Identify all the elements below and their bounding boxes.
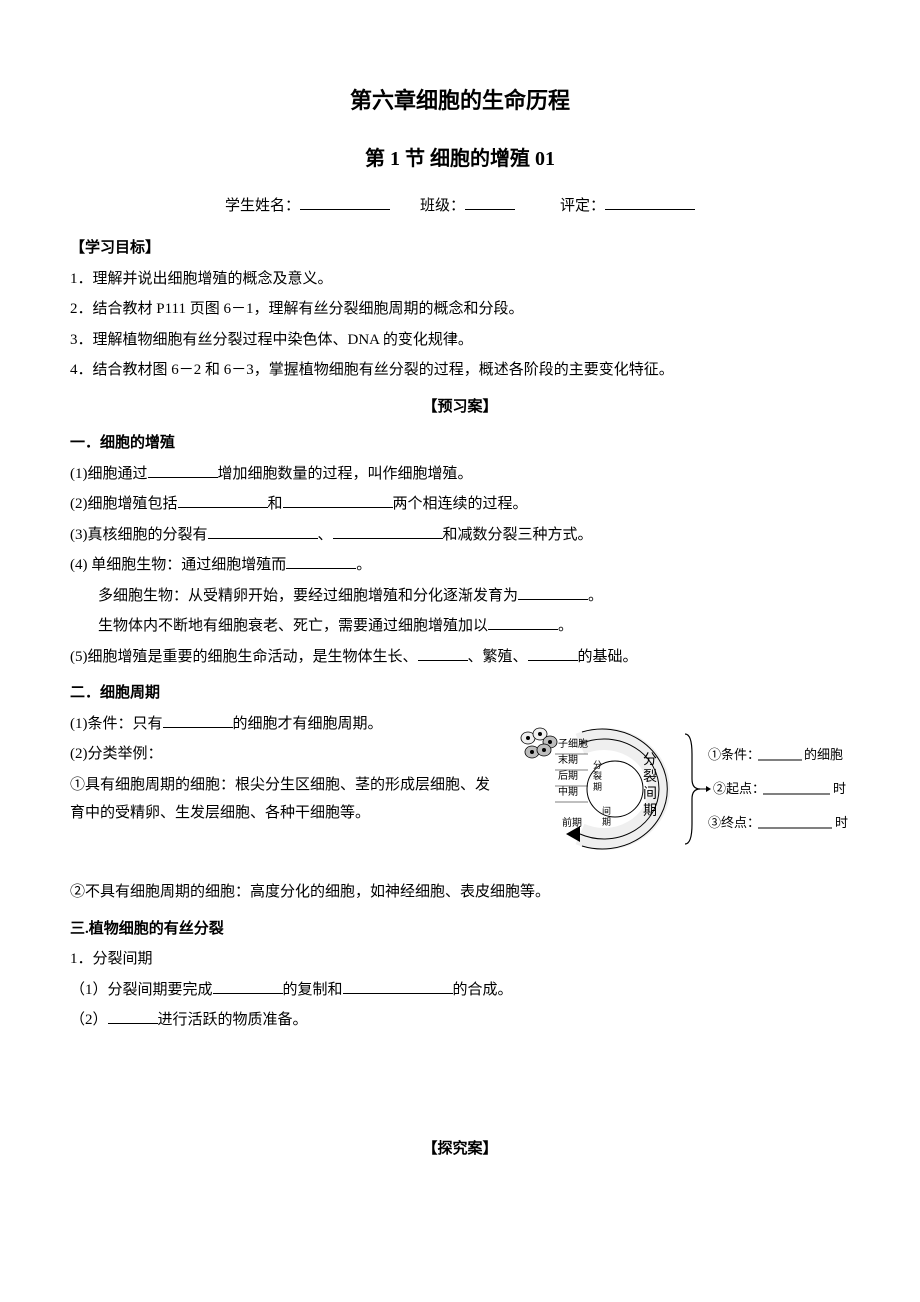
svg-text:后期: 后期 (558, 770, 578, 782)
text: 。 (588, 588, 603, 604)
text: 生物体内不断地有细胞衰老、死亡，需要通过细胞增殖加以 (98, 618, 488, 634)
explore-heading: 【探究案】 (70, 1135, 850, 1164)
svg-text:期: 期 (602, 817, 611, 827)
text: 两个相连续的过程。 (393, 496, 528, 512)
svg-text:时: 时 (835, 815, 848, 830)
s1-p5: (5)细胞增殖是重要的细胞生命活动，是生物体生长、 、繁殖、 的基础。 (70, 643, 850, 672)
svg-text:的细胞: 的细胞 (804, 747, 843, 762)
class-label: 班级： (420, 198, 465, 214)
text: 、繁殖、 (468, 649, 528, 665)
preview-heading: 【预习案】 (70, 393, 850, 422)
cell-cycle-diagram: 子细胞末期后期中期前期分裂期间期 分裂间期 ①条件：的细胞②起点：时③终点：时 (510, 714, 850, 875)
blank[interactable] (213, 976, 283, 994)
goal-item: 2．结合教材 P111 页图 6－1，理解有丝分裂细胞周期的概念和分段。 (70, 295, 850, 324)
s2-heading: 二．细胞周期 (70, 679, 850, 708)
svg-text:前期: 前期 (562, 816, 582, 829)
svg-text:期: 期 (643, 803, 657, 819)
svg-text:期: 期 (593, 782, 602, 792)
goal-item: 3．理解植物细胞有丝分裂过程中染色体、DNA 的变化规律。 (70, 326, 850, 355)
svg-text:分: 分 (593, 760, 602, 770)
svg-text:间: 间 (643, 786, 657, 802)
s1-p4b: 多细胞生物：从受精卵开始，要经过细胞增殖和分化逐渐发育为 。 (98, 582, 850, 611)
blank[interactable] (488, 613, 558, 631)
text: (3)真核细胞的分裂有 (70, 527, 208, 543)
text: 的细胞才有细胞周期。 (233, 716, 383, 732)
blank[interactable] (528, 643, 578, 661)
text: 、 (318, 527, 333, 543)
text: (2)细胞增殖包括 (70, 496, 178, 512)
s1-p4c: 生物体内不断地有细胞衰老、死亡，需要通过细胞增殖加以 。 (98, 612, 850, 641)
text: (1)细胞通过 (70, 466, 148, 482)
text: (1)条件：只有 (70, 716, 163, 732)
blank[interactable] (286, 552, 356, 570)
text: 的复制和 (283, 982, 343, 998)
svg-text:③终点：: ③终点： (708, 815, 760, 830)
text: 增加细胞数量的过程，叫作细胞增殖。 (218, 466, 473, 482)
blank[interactable] (418, 643, 468, 661)
goal-item: 4．结合教材图 6－2 和 6－3，掌握植物细胞有丝分裂的过程，概述各阶段的主要… (70, 356, 850, 385)
class-blank[interactable] (465, 192, 515, 210)
goals-heading: 【学习目标】 (70, 234, 850, 263)
s1-p3: (3)真核细胞的分裂有 、 和减数分裂三种方式。 (70, 521, 850, 550)
s3-heading: 三.植物细胞的有丝分裂 (70, 915, 850, 944)
blank[interactable] (283, 491, 393, 509)
svg-text:末期: 末期 (558, 753, 578, 766)
text: 和 (268, 496, 283, 512)
student-info-line: 学生姓名： 班级： 评定： (70, 192, 850, 221)
chapter-title: 第六章细胞的生命历程 (70, 80, 850, 122)
blank[interactable] (178, 491, 268, 509)
svg-text:间: 间 (602, 805, 611, 816)
s1-p4a: (4) 单细胞生物：通过细胞增殖而 。 (70, 551, 850, 580)
svg-text:裂: 裂 (643, 769, 657, 785)
blank[interactable] (333, 521, 443, 539)
grade-blank[interactable] (605, 192, 695, 210)
text: 。 (558, 618, 573, 634)
s3-p2: （2） 进行活跃的物质准备。 (70, 1006, 850, 1035)
blank[interactable] (108, 1007, 158, 1025)
name-label: 学生姓名： (225, 198, 300, 214)
svg-text:①条件：: ①条件： (708, 747, 760, 762)
text: 多细胞生物：从受精卵开始，要经过细胞增殖和分化逐渐发育为 (98, 588, 518, 604)
s3-p1a: （1）分裂间期要完成 的复制和 的合成。 (70, 976, 850, 1005)
s3-p1: 1．分裂间期 (70, 945, 850, 974)
svg-text:中期: 中期 (558, 785, 578, 798)
s1-heading: 一．细胞的增殖 (70, 429, 850, 458)
svg-text:时: 时 (833, 781, 846, 796)
grade-label: 评定： (560, 198, 605, 214)
blank[interactable] (518, 582, 588, 600)
text: 。 (356, 557, 371, 573)
s1-p1: (1)细胞通过 增加细胞数量的过程，叫作细胞增殖。 (70, 460, 850, 489)
text: 进行活跃的物质准备。 (158, 1012, 308, 1028)
text: （1）分裂间期要完成 (70, 982, 213, 998)
text: （2） (70, 1012, 108, 1028)
svg-text:裂: 裂 (593, 771, 602, 781)
goal-item: 1．理解并说出细胞增殖的概念及意义。 (70, 265, 850, 294)
blank[interactable] (148, 460, 218, 478)
s2-p2b: ②不具有细胞周期的细胞：高度分化的细胞，如神经细胞、表皮细胞等。 (70, 878, 850, 907)
blank[interactable] (208, 521, 318, 539)
text: (4) 单细胞生物：通过细胞增殖而 (70, 557, 286, 573)
svg-text:分: 分 (643, 752, 657, 768)
svg-text:②起点：: ②起点： (713, 781, 765, 796)
blank[interactable] (163, 710, 233, 728)
text: 和减数分裂三种方式。 (443, 527, 593, 543)
name-blank[interactable] (300, 192, 390, 210)
s1-p2: (2)细胞增殖包括 和 两个相连续的过程。 (70, 490, 850, 519)
svg-text:子细胞: 子细胞 (558, 737, 588, 750)
text: (5)细胞增殖是重要的细胞生命活动，是生物体生长、 (70, 649, 418, 665)
blank[interactable] (343, 976, 453, 994)
text: 的合成。 (453, 982, 513, 998)
text: 的基础。 (578, 649, 638, 665)
section-title: 第 1 节 细胞的增殖 01 (70, 140, 850, 178)
